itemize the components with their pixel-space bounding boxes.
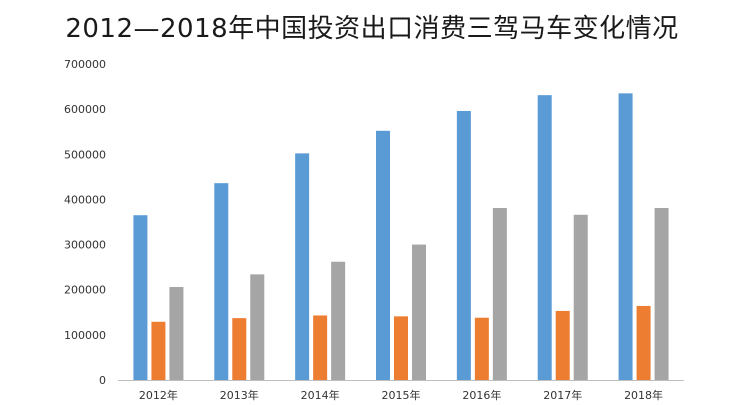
y-tick-label: 200000 — [64, 284, 106, 297]
y-tick-label: 400000 — [64, 193, 106, 206]
bar-series-3-1 — [250, 274, 265, 380]
bar-series-1-0 — [133, 215, 148, 380]
y-tick-label: 0 — [99, 374, 106, 387]
bar-series-3-4 — [492, 208, 507, 380]
bar-series-3-3 — [412, 244, 426, 380]
bar-series-1-6 — [618, 93, 633, 380]
bar-series-2-2 — [313, 315, 328, 380]
y-axis-ticks: 700000 600000 500000 400000 300000 200000 1000… — [64, 58, 106, 387]
bar-series-2-6 — [636, 305, 651, 380]
y-tick-label: 100000 — [64, 329, 106, 342]
bar-series-1-5 — [537, 95, 552, 381]
x-tick-label: 2015年 — [382, 388, 421, 402]
bar-series-1-3 — [376, 130, 390, 380]
bar-series-3-6 — [654, 208, 669, 380]
y-tick-label: 700000 — [64, 58, 106, 71]
x-tick-label: 2012年 — [139, 388, 178, 402]
x-tick-label: 2018年 — [624, 388, 663, 402]
x-tick-label: 2013年 — [220, 388, 259, 402]
x-axis-labels: 2012年 2013年 2014年 2015年 2016年 2017年 2018年 — [139, 388, 663, 402]
bar-series-2-0 — [151, 321, 166, 380]
y-tick-label: 500000 — [64, 148, 106, 161]
bar-series-3-0 — [169, 287, 184, 380]
bar-series-1-2 — [295, 153, 310, 380]
bar-series-2-5 — [555, 310, 570, 380]
bar-series-3-5 — [573, 214, 588, 380]
x-tick-label: 2017年 — [543, 388, 582, 402]
chart-title: 2012—2018年中国投资出口消费三驾马车变化情况 — [65, 14, 679, 44]
x-tick-label: 2016年 — [462, 388, 501, 402]
bars — [133, 93, 669, 381]
y-tick-label: 300000 — [64, 239, 106, 252]
bar-series-3-2 — [331, 261, 346, 380]
bar-series-2-1 — [232, 318, 247, 380]
bar-series-2-3 — [394, 316, 408, 380]
y-tick-label: 600000 — [64, 103, 106, 116]
bar-series-1-1 — [214, 183, 229, 380]
x-tick-label: 2014年 — [301, 388, 340, 402]
bar-series-2-4 — [474, 317, 489, 380]
bar-series-1-4 — [456, 110, 471, 380]
